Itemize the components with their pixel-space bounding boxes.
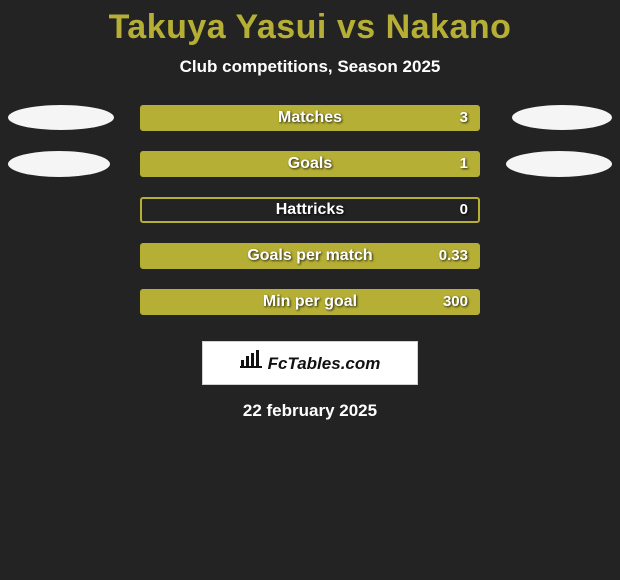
stat-row: Goals per match0.33 [0, 243, 620, 271]
stat-bar-track [140, 197, 480, 223]
subtitle: Club competitions, Season 2025 [0, 57, 620, 77]
page-title: Takuya Yasui vs Nakano [0, 8, 620, 47]
player-left-ellipse [8, 105, 114, 130]
stat-bar-fill [142, 245, 478, 267]
brand-badge[interactable]: FcTables.com [202, 341, 418, 385]
stat-bar-track [140, 289, 480, 315]
stat-row: Hattricks0 [0, 197, 620, 225]
stat-bar-fill [142, 153, 478, 175]
bar-chart-icon [240, 341, 262, 385]
player-left-ellipse [8, 151, 110, 177]
stat-bar-fill [142, 291, 478, 313]
player-right-ellipse [506, 151, 612, 177]
brand-text: FcTables.com [268, 354, 381, 373]
date-label: 22 february 2025 [0, 401, 620, 421]
stat-bar-fill [142, 107, 478, 129]
player-right-ellipse [512, 105, 612, 130]
comparison-card: Takuya Yasui vs Nakano Club competitions… [0, 0, 620, 421]
stat-row: Min per goal300 [0, 289, 620, 317]
stat-bar-track [140, 105, 480, 131]
stat-row: Matches3 [0, 105, 620, 133]
stat-bar-track [140, 243, 480, 269]
stat-row: Goals1 [0, 151, 620, 179]
stat-rows: Matches3 Goals1 Hattricks0 Goals per match0… [0, 105, 620, 317]
stat-bar-track [140, 151, 480, 177]
